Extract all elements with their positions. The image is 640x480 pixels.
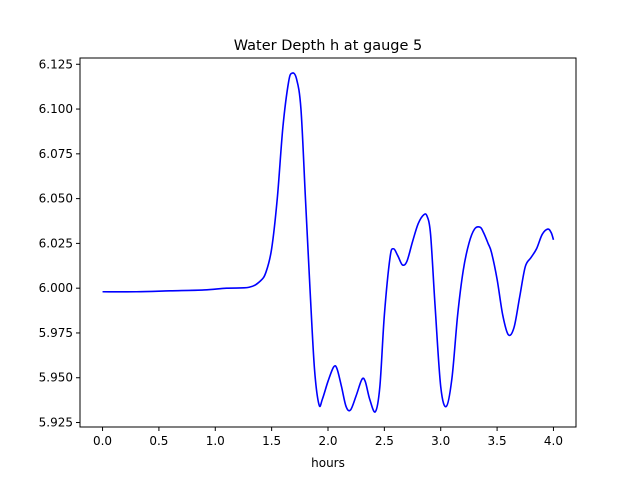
y-tick-label: 6.125 [39,57,73,71]
plot-layer [102,72,555,413]
x-axis-label: hours [311,456,345,470]
x-tick-label: 2.0 [318,434,337,448]
x-tick-label: 2.5 [375,434,394,448]
series-line-0 [102,72,555,413]
x-axis: 0.0 0.5 1.0 1.5 2.0 2.5 3.0 3.5 4.0 [93,427,563,448]
y-tick-label: 5.950 [39,371,73,385]
x-tick-label: 4.0 [544,434,563,448]
x-tick-label: 1.5 [262,434,281,448]
y-tick-label: 6.100 [39,102,73,116]
x-tick-label: 1.0 [206,434,225,448]
x-tick-label: 0.5 [149,434,168,448]
y-tick-label: 6.000 [39,281,73,295]
x-tick-label: 3.0 [431,434,450,448]
y-tick-label: 6.075 [39,147,73,161]
y-tick-label: 5.925 [39,416,73,430]
x-tick-label: 3.5 [488,434,507,448]
chart-title: Water Depth h at gauge 5 [234,38,422,54]
y-tick-label: 6.050 [39,192,73,206]
y-tick-label: 5.975 [39,326,73,340]
y-axis: 5.925 5.950 5.975 6.000 6.025 6.050 6.075 6.100… [39,57,80,430]
y-tick-label: 6.025 [39,236,73,250]
x-tick-label: 0.0 [93,434,112,448]
